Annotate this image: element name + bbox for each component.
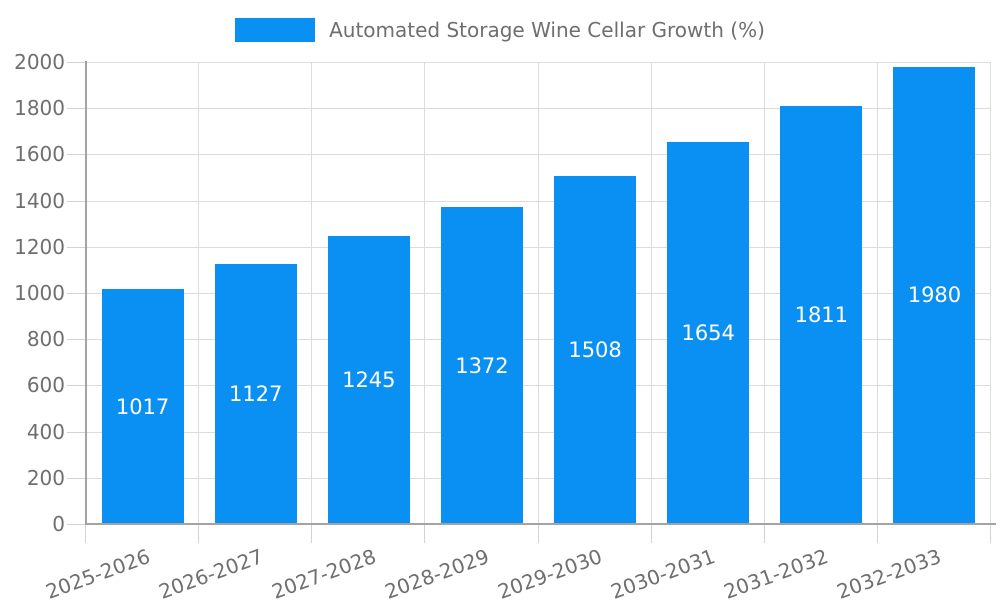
y-axis-tick <box>67 339 86 341</box>
x-axis-tick-label: 2025-2026 <box>42 544 153 600</box>
x-axis-tick <box>198 524 200 543</box>
y-axis-tick-label: 600 <box>26 373 65 398</box>
bar: 1980 <box>893 66 976 524</box>
bar-value-label: 1980 <box>907 283 962 308</box>
bar-value-label: 1654 <box>681 320 735 345</box>
y-axis-tick-label: 2000 <box>14 50 65 74</box>
legend: Automated Storage Wine Cellar Growth (%) <box>0 18 1000 42</box>
gridline-horizontal <box>86 339 991 341</box>
y-axis-tick <box>67 108 86 110</box>
x-axis-tick <box>85 524 86 543</box>
y-axis-tick <box>67 62 86 63</box>
x-axis-tick-label: 2026-2027 <box>155 544 266 600</box>
x-axis-tick <box>650 524 652 543</box>
y-axis-tick <box>67 246 86 248</box>
legend-swatch <box>235 18 316 42</box>
x-axis-tick-label: 2030-2031 <box>607 544 719 600</box>
gridline-horizontal <box>86 385 991 387</box>
bar-value-label: 1811 <box>794 302 849 327</box>
x-axis-tick-label: 2027-2028 <box>268 544 380 600</box>
y-axis-tick-label: 200 <box>26 465 65 490</box>
y-axis-tick-label: 800 <box>26 327 65 352</box>
bar: 1508 <box>554 175 637 524</box>
x-axis-line <box>85 523 996 525</box>
x-axis-tick <box>990 524 991 543</box>
gridline-vertical <box>650 62 652 524</box>
y-axis-tick-label: 1800 <box>14 96 65 121</box>
x-axis-tick-label: 2032-2033 <box>833 544 945 600</box>
legend-label: Automated Storage Wine Cellar Growth (%) <box>329 18 765 42</box>
y-axis-tick <box>67 524 86 525</box>
bar: 1811 <box>780 105 863 524</box>
gridline-horizontal <box>86 200 991 202</box>
bar-value-label: 1245 <box>342 368 396 393</box>
y-axis-tick <box>67 293 86 294</box>
y-axis-tick-label: 1400 <box>14 188 65 213</box>
y-axis-tick <box>67 477 86 479</box>
y-axis-tick-label: 1600 <box>14 142 65 167</box>
bar: 1372 <box>440 207 523 524</box>
gridline-vertical <box>198 62 200 524</box>
gridline-vertical <box>424 62 426 524</box>
x-axis-tick <box>424 524 426 543</box>
x-axis-tick <box>311 524 313 543</box>
gridline-horizontal <box>86 431 991 433</box>
bar-value-label: 1372 <box>455 353 509 378</box>
gridline-vertical <box>876 62 878 524</box>
y-axis-tick-label: 1200 <box>14 234 65 259</box>
gridline-vertical <box>990 62 991 524</box>
gridline-vertical <box>763 62 765 524</box>
y-axis-tick <box>67 385 86 387</box>
x-axis-tick-label: 2028-2029 <box>381 544 493 600</box>
y-axis-tick <box>67 200 86 202</box>
bar: 1017 <box>101 289 184 524</box>
gridline-vertical <box>537 62 539 524</box>
bar-value-label: 1017 <box>115 394 170 419</box>
gridline-horizontal <box>86 477 991 479</box>
bar: 1654 <box>667 141 750 524</box>
x-axis-tick <box>763 524 765 543</box>
gridline-horizontal <box>86 62 991 63</box>
gridline-horizontal <box>86 293 991 294</box>
bar: 1245 <box>327 236 410 524</box>
y-axis-tick <box>67 154 86 156</box>
y-axis-tick <box>67 431 86 433</box>
gridline-horizontal <box>86 108 991 110</box>
plot-area: 0 200 400 600 800 1000 1200 1400 1600 1800 2000 101… <box>14 50 996 600</box>
y-axis-tick-label: 0 <box>52 512 65 536</box>
gridline-horizontal <box>86 154 991 156</box>
y-axis-line <box>85 61 87 524</box>
x-axis-tick <box>537 524 539 543</box>
gridline-horizontal <box>86 246 991 248</box>
bar-value-label: 1508 <box>568 337 622 362</box>
y-axis-tick-label: 400 <box>26 419 65 444</box>
x-axis-tick <box>876 524 878 543</box>
x-axis-tick-label: 2031-2032 <box>720 544 832 600</box>
gridline-vertical <box>311 62 313 524</box>
x-axis-tick-label: 2029-2030 <box>494 544 606 600</box>
bar-value-label: 1127 <box>228 381 283 406</box>
y-axis-tick-label: 1000 <box>14 281 65 305</box>
bar: 1127 <box>214 263 297 524</box>
